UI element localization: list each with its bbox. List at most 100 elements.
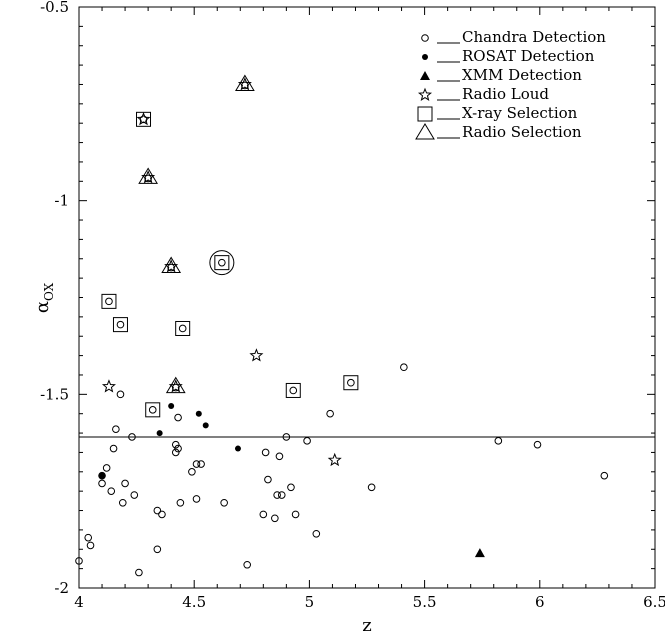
x-ray-selection-inner-point <box>178 324 187 333</box>
chandra-detection-point <box>271 514 279 523</box>
x-ray-selection-inner-point <box>347 378 355 387</box>
x-ray-selection-inner-point <box>148 406 157 414</box>
legend-marker <box>422 54 428 60</box>
legend-label: ROSAT Detection <box>462 47 595 65</box>
chandra-detection-point <box>197 460 205 468</box>
radio-loud-point <box>168 379 183 393</box>
radio-selection-point <box>235 74 255 91</box>
chandra-detection-point <box>128 433 136 441</box>
legend-marker <box>421 34 429 42</box>
chandra-detection-point <box>494 437 503 445</box>
radio-selection-point <box>165 376 186 394</box>
chandra-detection-point <box>98 479 106 488</box>
radio-selection-inner-point <box>144 174 152 183</box>
chandra-detection-point <box>135 568 143 577</box>
chandra-detection-point <box>367 483 376 492</box>
chandra-detection-point <box>84 533 93 542</box>
chandra-detection-point <box>261 448 270 457</box>
chandra-detection-point <box>273 491 281 499</box>
y-tick-label: -0.5 <box>40 0 69 16</box>
chandra-detection-point <box>107 487 116 495</box>
x-tick-label: 4.5 <box>182 593 206 611</box>
chandra-detection-point <box>400 363 408 372</box>
chandra-detection-point <box>243 560 251 569</box>
radio-selection-point <box>138 167 159 184</box>
radio-selection-inner-point <box>167 263 175 272</box>
chandra-detection-point <box>282 433 291 441</box>
chandra-detection-point <box>171 448 180 457</box>
rosat-detection-point <box>234 445 241 452</box>
x-ray-selection-point <box>136 111 152 127</box>
chandra-detection-point <box>287 483 295 492</box>
chandra-detection-point <box>192 460 201 468</box>
rosat-detection-point <box>202 422 209 429</box>
rosat-detection-point <box>195 410 202 417</box>
y-axis-title-symbol: α <box>32 301 53 313</box>
y-axis-ticks: -0.5 -1 -1.5 -2 <box>40 0 655 597</box>
y-tick-label: -1.5 <box>40 385 69 403</box>
radio-selection-point <box>161 256 182 274</box>
radio-loud-point <box>327 452 342 467</box>
legend-label: Chandra Detection <box>462 28 606 46</box>
chandra-detection-point <box>102 464 111 472</box>
x-ray-selection-point <box>175 320 191 336</box>
radio-loud-point <box>101 379 116 393</box>
x-ray-selection-inner-point <box>105 297 113 306</box>
plot-frame <box>78 6 656 589</box>
x-axis-title: z <box>362 615 371 636</box>
chandra-detection-point <box>326 409 334 418</box>
x-ray-selection-inner-point <box>289 386 298 395</box>
radio-loud-point <box>237 77 252 91</box>
radio-selection-inner-point <box>241 81 249 90</box>
legend-marker <box>415 123 435 140</box>
chandra-detection-point <box>174 413 182 422</box>
chandra-detection-point <box>153 506 162 515</box>
chandra-detection-point <box>130 491 139 499</box>
chandra-detection-point <box>188 468 196 476</box>
chandra-detection-point <box>174 444 182 453</box>
x-ray-selection-point <box>214 255 230 271</box>
big-circle-point <box>209 250 235 276</box>
chandra-detection-point <box>158 510 166 519</box>
svg-text:αOX: αOX <box>32 282 56 313</box>
chandra-detection-point <box>176 498 185 507</box>
chandra-detection-point <box>116 390 125 399</box>
x-tick-label: 6.5 <box>643 593 665 611</box>
x-ray-selection-point <box>145 402 161 418</box>
y-axis-title-subscript: OX <box>42 282 56 301</box>
chandra-detection-point <box>600 471 609 480</box>
radio-loud-point <box>164 259 179 273</box>
x-ray-selection-point <box>343 375 359 391</box>
data-markers <box>75 74 609 577</box>
chandra-detection-point <box>259 510 268 519</box>
chandra-detection-point <box>109 444 118 453</box>
y-tick-label: -2 <box>54 579 69 597</box>
chandra-detection-point <box>171 440 180 449</box>
legend-label: XMM Detection <box>462 66 582 84</box>
chandra-detection-point <box>112 425 120 433</box>
x-tick-label: 4 <box>74 593 84 611</box>
x-axis-ticks: 4 4.5 5 5.5 6 6.5 <box>74 7 665 611</box>
radio-loud-point <box>136 111 151 126</box>
chandra-detection-point <box>192 495 201 503</box>
chandra-detection-point <box>291 510 300 519</box>
x-ray-selection-point <box>101 293 117 309</box>
x-ray-selection-point <box>112 317 128 333</box>
chandra-detection-point <box>86 541 95 550</box>
x-tick-label: 5 <box>305 593 315 611</box>
y-tick-label: -1 <box>54 192 69 210</box>
legend-marker <box>417 106 433 122</box>
chandra-detection-point <box>98 471 106 480</box>
chandra-detection-point <box>264 475 272 484</box>
rosat-detection-point <box>168 402 175 409</box>
x-ray-selection-point <box>285 382 301 398</box>
rosat-detection-point <box>156 430 163 437</box>
legend-label: Radio Loud <box>462 85 549 103</box>
chandra-detection-point <box>275 452 284 461</box>
chandra-detection-point <box>303 437 311 445</box>
x-tick-label: 5.5 <box>413 593 437 611</box>
radio-selection-inner-point <box>171 383 180 392</box>
legend-marker <box>420 71 430 80</box>
